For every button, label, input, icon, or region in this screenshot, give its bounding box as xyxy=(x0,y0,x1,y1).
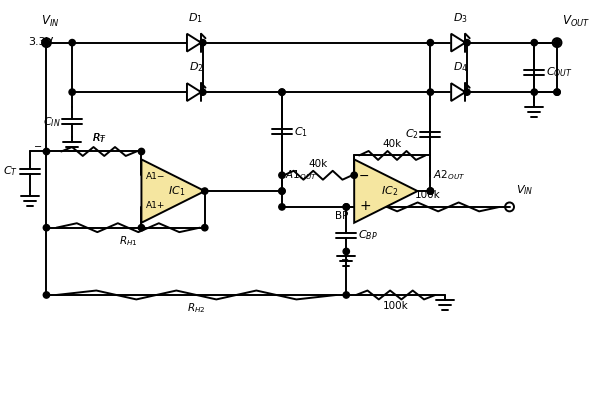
Circle shape xyxy=(43,40,50,46)
Circle shape xyxy=(138,148,144,155)
Circle shape xyxy=(531,40,537,46)
Circle shape xyxy=(202,225,208,231)
Text: $V_{IN}$: $V_{IN}$ xyxy=(41,14,60,29)
Circle shape xyxy=(464,40,470,46)
Text: A1+: A1+ xyxy=(146,202,166,210)
Text: −: − xyxy=(359,170,370,183)
Circle shape xyxy=(43,148,50,155)
Polygon shape xyxy=(451,83,465,101)
Text: $C_{IN}$: $C_{IN}$ xyxy=(43,115,60,129)
Text: 40k: 40k xyxy=(308,159,328,169)
Text: 100k: 100k xyxy=(383,301,409,311)
Polygon shape xyxy=(187,34,201,51)
Circle shape xyxy=(343,204,349,210)
Text: $C_{BP}$: $C_{BP}$ xyxy=(358,228,378,242)
Circle shape xyxy=(343,204,349,210)
Text: $IC_2$: $IC_2$ xyxy=(381,184,398,198)
Text: 100k: 100k xyxy=(415,190,441,200)
Polygon shape xyxy=(354,160,418,223)
Text: $V_{OUT}$: $V_{OUT}$ xyxy=(562,14,590,29)
Circle shape xyxy=(427,188,434,194)
Circle shape xyxy=(199,89,206,95)
Text: $D_2$: $D_2$ xyxy=(189,61,203,74)
Circle shape xyxy=(138,225,144,231)
Circle shape xyxy=(279,188,285,194)
Text: $A2_{OUT}$: $A2_{OUT}$ xyxy=(433,168,465,182)
Polygon shape xyxy=(141,160,205,223)
Text: $C_2$: $C_2$ xyxy=(404,127,419,141)
Circle shape xyxy=(279,89,285,95)
Circle shape xyxy=(351,172,358,179)
Circle shape xyxy=(43,225,50,231)
Text: $A1_{OUT}$: $A1_{OUT}$ xyxy=(285,168,317,182)
Circle shape xyxy=(427,89,434,95)
Text: $D_4$: $D_4$ xyxy=(452,61,468,74)
Circle shape xyxy=(554,89,560,95)
Text: 40k: 40k xyxy=(383,139,402,149)
Circle shape xyxy=(554,89,560,95)
Circle shape xyxy=(343,292,349,298)
Circle shape xyxy=(279,172,285,179)
Circle shape xyxy=(279,89,285,95)
Polygon shape xyxy=(451,34,465,51)
Circle shape xyxy=(531,89,537,95)
Circle shape xyxy=(202,188,208,194)
Circle shape xyxy=(279,188,285,194)
Polygon shape xyxy=(187,83,201,101)
Circle shape xyxy=(427,188,434,194)
Text: $R_{H2}$: $R_{H2}$ xyxy=(187,301,205,315)
Circle shape xyxy=(199,40,206,46)
Circle shape xyxy=(427,40,434,46)
Text: $C_{OUT}$: $C_{OUT}$ xyxy=(546,65,573,79)
Circle shape xyxy=(427,188,434,194)
Circle shape xyxy=(69,89,75,95)
Text: $R_{H1}$: $R_{H1}$ xyxy=(119,234,137,248)
Circle shape xyxy=(69,40,75,46)
Circle shape xyxy=(554,40,560,46)
Text: $IC_1$: $IC_1$ xyxy=(168,184,186,198)
Text: $V_{IN}$: $V_{IN}$ xyxy=(516,183,534,197)
Text: $D_3$: $D_3$ xyxy=(453,11,467,25)
Text: 3.3V: 3.3V xyxy=(29,37,54,47)
Text: $C_1$: $C_1$ xyxy=(294,125,308,139)
Circle shape xyxy=(279,204,285,210)
Circle shape xyxy=(343,248,349,255)
Circle shape xyxy=(43,292,50,298)
Text: $-$: $-$ xyxy=(340,253,349,263)
Text: A1−: A1− xyxy=(146,172,166,181)
Text: BP: BP xyxy=(335,211,348,221)
Text: $-$: $-$ xyxy=(32,139,42,150)
Text: $C_T$: $C_T$ xyxy=(3,164,18,178)
Text: $R_T$: $R_T$ xyxy=(92,131,107,145)
Circle shape xyxy=(464,89,470,95)
Text: $D_1$: $D_1$ xyxy=(189,11,203,25)
Text: $R_T$: $R_T$ xyxy=(92,131,106,145)
Text: +: + xyxy=(359,199,371,213)
